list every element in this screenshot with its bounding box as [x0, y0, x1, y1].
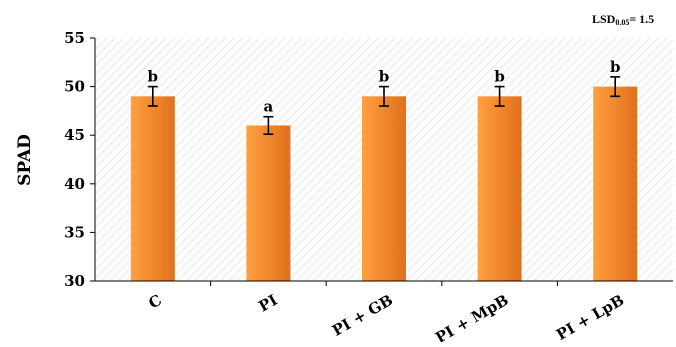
lsd-prefix: LSD	[592, 12, 616, 26]
x-tick-label: PI + LpB	[553, 291, 627, 342]
bar	[362, 96, 406, 281]
significance-letter: b	[148, 68, 159, 86]
significance-letter: b	[379, 68, 390, 86]
x-tick-label: PI + MpB	[432, 291, 511, 342]
y-tick-label: 35	[64, 223, 85, 241]
bar	[477, 96, 522, 281]
bar	[593, 86, 638, 281]
lsd-subscript: 0.05	[615, 18, 630, 27]
x-tick-label: PI	[256, 291, 281, 316]
significance-letter: b	[494, 68, 505, 86]
y-tick-label: 55	[64, 29, 85, 47]
x-tick-label: C	[145, 291, 164, 313]
y-tick-label: 40	[64, 175, 85, 193]
y-tick-label: 50	[64, 78, 85, 96]
x-tick-label: PI + GB	[329, 291, 396, 340]
y-axis-label: SPAD	[15, 134, 35, 186]
lsd-suffix: = 1.5	[629, 12, 655, 26]
significance-letter: a	[264, 98, 274, 116]
bar	[246, 125, 291, 281]
bar	[130, 96, 175, 281]
y-tick-label: 45	[64, 126, 85, 144]
bars-group: b a b b b	[130, 58, 638, 281]
y-tick-label: 30	[64, 272, 85, 290]
significance-letter: b	[610, 58, 621, 76]
lsd-annotation: LSD0.05= 1.5	[592, 12, 654, 27]
